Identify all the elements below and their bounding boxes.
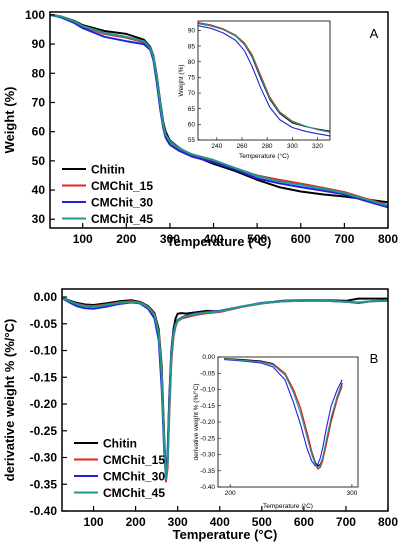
x-tick-label: 400 bbox=[210, 515, 230, 529]
y-tick-label: 40 bbox=[32, 183, 46, 197]
x-tick-label: 100 bbox=[73, 232, 93, 246]
y-tick-label: 50 bbox=[32, 154, 46, 168]
series-line-cmchit-30 bbox=[198, 25, 330, 137]
x-tick-label: 300 bbox=[160, 232, 180, 246]
x-tick-label: 300 bbox=[168, 515, 188, 529]
plot-frame bbox=[49, 11, 389, 229]
x-tick-label: 600 bbox=[291, 232, 311, 246]
y-tick-label: 70 bbox=[32, 95, 46, 109]
series-group bbox=[62, 296, 388, 483]
legend-label-chitin: Chitin bbox=[91, 163, 125, 177]
series-line-cmchit-45 bbox=[198, 22, 330, 133]
x-tick-label: 260 bbox=[237, 143, 248, 150]
legend-label-cmchit-30: CMChit_30 bbox=[91, 196, 153, 210]
y-tick-label: -0.05 bbox=[30, 317, 58, 331]
series-line-cmchit-45 bbox=[224, 358, 343, 469]
x-tick-label: 500 bbox=[247, 232, 267, 246]
series-line-cmchit-30 bbox=[50, 13, 388, 209]
series-line-cmchit-30 bbox=[224, 359, 343, 467]
y-tick-label: -0.10 bbox=[30, 344, 58, 358]
x-tick-label: 400 bbox=[204, 232, 224, 246]
y-axis-label: derivative weight % (%/°C) bbox=[192, 383, 200, 460]
x-tick-label: 200 bbox=[116, 232, 136, 246]
y-tick-label: -0.05 bbox=[200, 370, 215, 377]
y-tick-label: -0.10 bbox=[200, 387, 215, 394]
y-axis-label: Weight (%) bbox=[2, 87, 17, 154]
panel-a: 100 200 300 400 500 600 700 800 30 40 50 60 70 80 90 10… bbox=[2, 8, 398, 249]
y-tick-label: -0.15 bbox=[200, 403, 215, 410]
y-tick-label: 100 bbox=[25, 8, 45, 22]
x-tick-label: 240 bbox=[211, 143, 222, 150]
panel-letter: B bbox=[370, 351, 379, 366]
y-tick-label: -0.25 bbox=[30, 424, 58, 438]
y-tick-label: 90 bbox=[188, 28, 196, 35]
inset-background bbox=[218, 357, 358, 487]
legend-label-cmchit-15: CMChit_15 bbox=[91, 179, 153, 193]
y-tick-label: 0.00 bbox=[202, 354, 215, 361]
series-line-cmchit-15 bbox=[224, 358, 343, 470]
x-tick-label: 600 bbox=[294, 515, 314, 529]
x-tick-label: 200 bbox=[225, 490, 236, 497]
y-tick-label: -0.40 bbox=[200, 484, 215, 491]
series-line-cmchit-45 bbox=[62, 296, 388, 480]
series-line-cmchit-45 bbox=[50, 13, 388, 207]
series-group bbox=[198, 22, 330, 137]
x-tick-label: 320 bbox=[312, 143, 323, 150]
y-tick-label: -0.30 bbox=[30, 451, 58, 465]
y-axis-label: Weight (%) bbox=[178, 64, 185, 96]
x-tick-label: 700 bbox=[334, 232, 354, 246]
y-tick-label: 90 bbox=[32, 37, 46, 51]
y-axis-label: derivative weight % (%/°C) bbox=[2, 319, 17, 482]
legend-label-cmchit-30: CMChit_30 bbox=[103, 470, 165, 484]
legend-label-cmchit-45: CMChit_45 bbox=[91, 212, 153, 226]
y-tick-label: -0.20 bbox=[200, 419, 215, 426]
y-tick-label: -0.30 bbox=[200, 452, 215, 459]
y-tick-label: -0.35 bbox=[200, 468, 215, 475]
x-axis-label: Temperature (°C) bbox=[167, 234, 272, 249]
x-axis-label: Temperature (°C) bbox=[173, 527, 278, 542]
y-tick-label: 80 bbox=[32, 66, 46, 80]
y-tick-label: -0.20 bbox=[30, 397, 58, 411]
series-group bbox=[224, 358, 343, 470]
y-tick-label: 65 bbox=[188, 106, 196, 113]
panel-b: 100 200 300 400 500 600 700 800 0.00 -0.05 -0.10 -0… bbox=[2, 288, 398, 542]
x-tick-label: 800 bbox=[378, 515, 398, 529]
y-tick-label: 30 bbox=[32, 212, 46, 226]
y-tick-label: 0.00 bbox=[34, 290, 58, 304]
y-tick-label: 60 bbox=[32, 125, 46, 139]
x-tick-label: 800 bbox=[378, 232, 398, 246]
y-tick-label: -0.35 bbox=[30, 477, 58, 491]
x-axis-label: Temperature (°C) bbox=[239, 152, 289, 160]
y-tick-label: 70 bbox=[188, 90, 196, 97]
panel-b-inset: 200 300 0.00 -0.05 -0.10 -0.15 -0.20 -0.25 -0.30… bbox=[192, 354, 359, 510]
x-axis-label: Temperature (°C) bbox=[263, 502, 313, 510]
y-tick-label: 75 bbox=[188, 75, 196, 82]
x-tick-label: 700 bbox=[336, 515, 356, 529]
plot-frame bbox=[61, 288, 389, 512]
series-group bbox=[50, 13, 388, 209]
y-tick-label: 60 bbox=[188, 122, 196, 129]
panel-letter: A bbox=[370, 26, 379, 41]
y-tick-label: -0.25 bbox=[200, 435, 215, 442]
x-tick-label: 300 bbox=[287, 143, 298, 150]
y-tick-label: 85 bbox=[188, 43, 196, 50]
x-tick-label: 300 bbox=[346, 490, 357, 497]
x-tick-label: 280 bbox=[262, 143, 273, 150]
y-tick-label: -0.40 bbox=[30, 504, 58, 518]
legend-label-cmchit-45: CMChit_45 bbox=[103, 486, 165, 500]
x-tick-label: 100 bbox=[84, 515, 104, 529]
legend-label-chitin: Chitin bbox=[103, 437, 137, 451]
inset-background bbox=[198, 21, 330, 140]
y-tick-label: 55 bbox=[188, 137, 196, 144]
legend-label-cmchit-15: CMChit_15 bbox=[103, 453, 165, 467]
x-tick-label: 500 bbox=[252, 515, 272, 529]
x-tick-label: 200 bbox=[126, 515, 146, 529]
y-tick-label: -0.15 bbox=[30, 370, 58, 384]
panel-a-inset: 240 260 280 300 320 55 60 65 70 75 80 85 90 Temperatu… bbox=[178, 20, 331, 160]
plot-frame bbox=[197, 20, 331, 141]
y-tick-label: 80 bbox=[188, 59, 196, 66]
